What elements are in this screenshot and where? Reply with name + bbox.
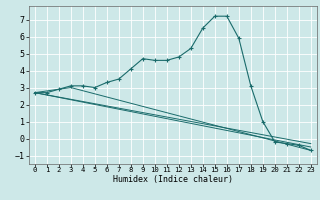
X-axis label: Humidex (Indice chaleur): Humidex (Indice chaleur) (113, 175, 233, 184)
